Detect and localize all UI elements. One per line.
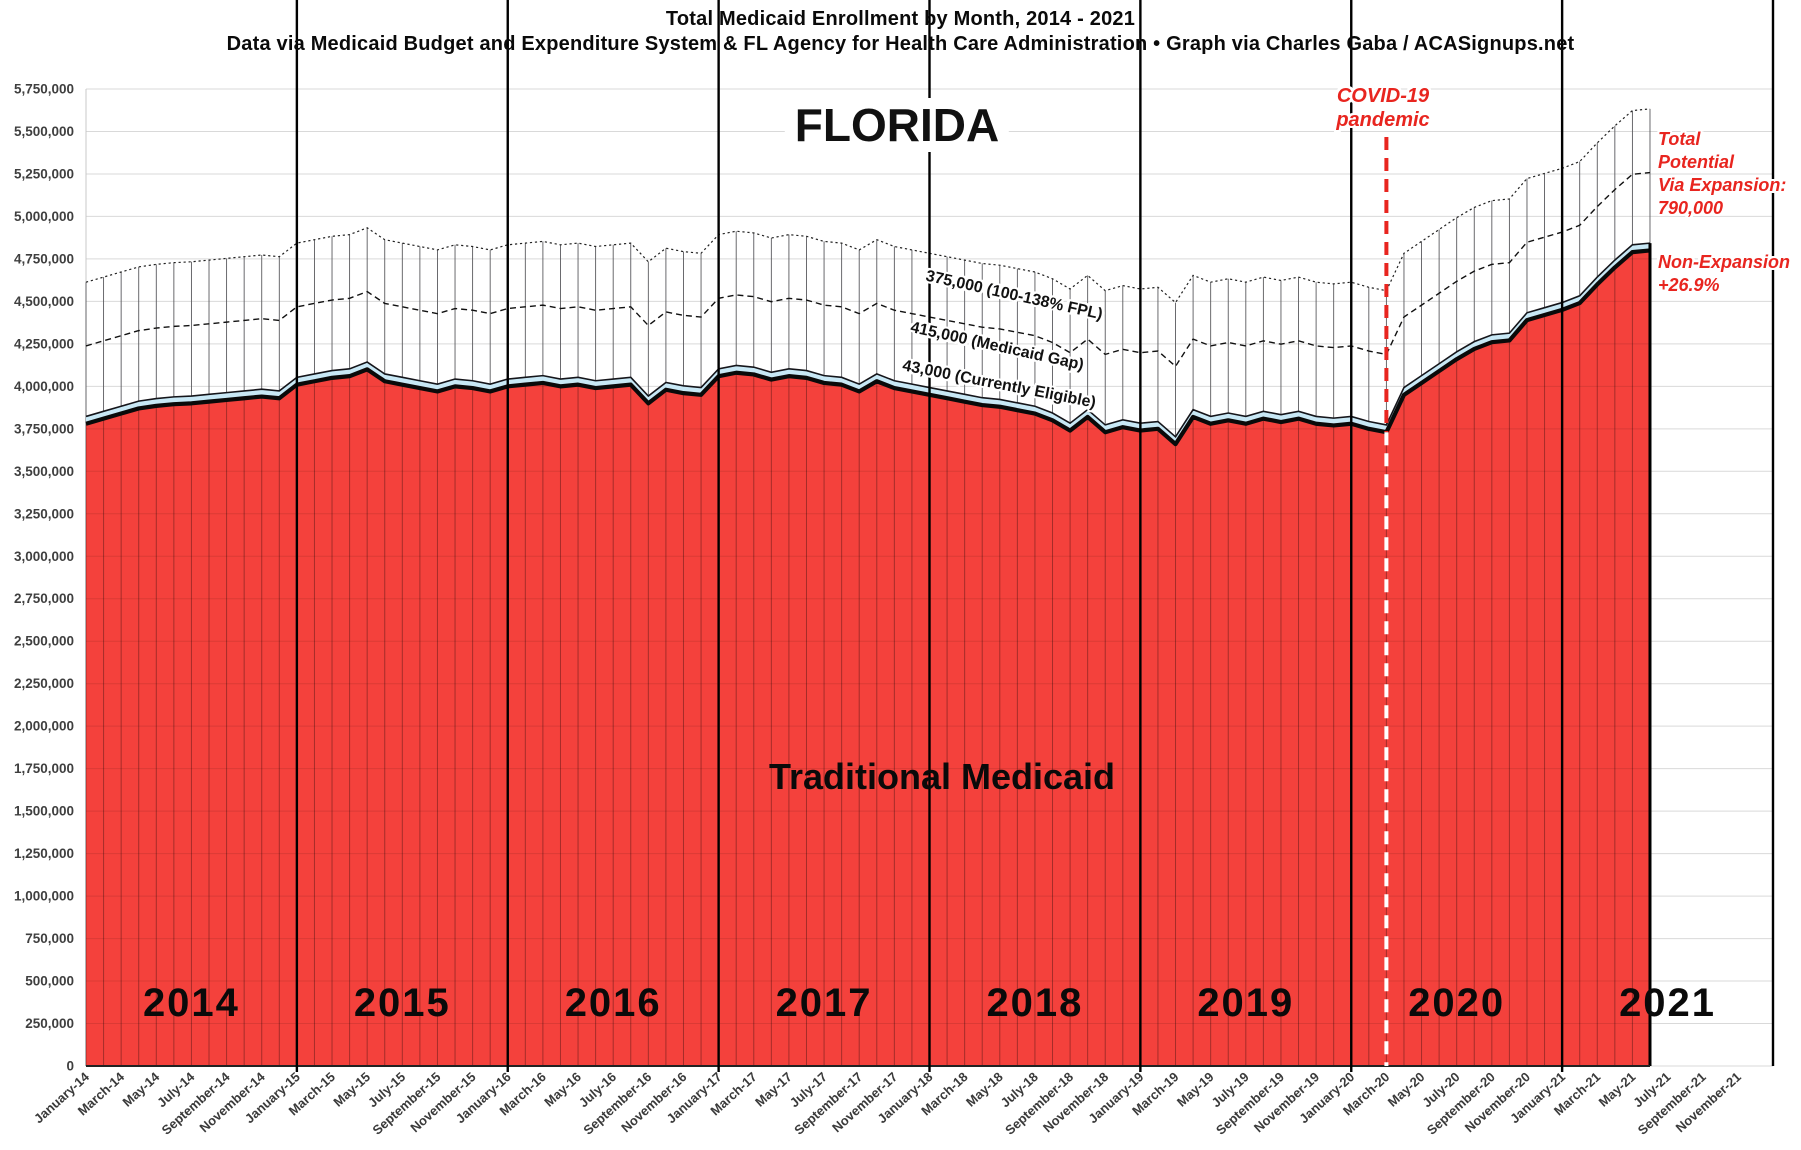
state-label: FLORIDA bbox=[784, 98, 1010, 152]
data-end-cap bbox=[86, 243, 1652, 1067]
traditional-medicaid-label: Traditional Medicaid bbox=[768, 756, 1116, 797]
expansion-potential-note: Total Potential Via Expansion: 790,000 bbox=[1658, 128, 1786, 220]
y-tick-label: 4,250,000 bbox=[14, 336, 74, 351]
y-tick-label: 500,000 bbox=[25, 974, 74, 989]
x-tick-label: May-17 bbox=[752, 1069, 795, 1110]
y-tick-label: 2,250,000 bbox=[14, 676, 74, 691]
year-label: 2020 bbox=[1408, 981, 1505, 1025]
potential-line3: Via Expansion: bbox=[1658, 175, 1787, 195]
y-tick-label: 4,000,000 bbox=[14, 379, 74, 394]
y-tick-label: 3,000,000 bbox=[14, 549, 74, 564]
x-tick-label: May-21 bbox=[1596, 1069, 1639, 1110]
x-axis-labels: January-14March-14May-14July-14September… bbox=[31, 1069, 1744, 1138]
y-tick-label: 4,750,000 bbox=[14, 251, 74, 266]
traditional-medicaid-top-line bbox=[85, 248, 1651, 447]
y-tick-label: 1,500,000 bbox=[14, 804, 74, 819]
covid-annotation: COVID-19 pandemic bbox=[1336, 84, 1429, 132]
fpl-boundary bbox=[85, 108, 1651, 304]
y-tick-label: 3,500,000 bbox=[14, 464, 74, 479]
x-tick-label: May-18 bbox=[963, 1069, 1006, 1110]
covid-line2: pandemic bbox=[1336, 109, 1430, 131]
red-top-line bbox=[85, 248, 1651, 447]
y-tick-label: 1,000,000 bbox=[14, 889, 74, 904]
gap-boundary bbox=[85, 171, 1651, 368]
year-label: 2017 bbox=[776, 981, 873, 1025]
y-tick-label: 4,500,000 bbox=[14, 294, 74, 309]
year-labels: 2014 2015 2016 2017 2018 2019 2020 2021 bbox=[143, 981, 1716, 1025]
year-label: 2019 bbox=[1197, 981, 1294, 1025]
potential-line4: 790,000 bbox=[1658, 198, 1724, 218]
eligible-band-top-edge bbox=[85, 242, 1651, 439]
y-tick-label: 3,750,000 bbox=[14, 421, 74, 436]
x-tick-label: May-15 bbox=[330, 1069, 373, 1110]
x-tick-label: May-16 bbox=[541, 1069, 584, 1110]
potential-line2: Potential bbox=[1658, 152, 1735, 172]
x-tick-label: May-20 bbox=[1385, 1069, 1428, 1110]
non-expansion-note: Non-Expansion +26.9% bbox=[1658, 251, 1790, 297]
year-label: 2014 bbox=[143, 981, 240, 1025]
x-tick-label: May-19 bbox=[1174, 1069, 1217, 1110]
y-tick-label: 1,250,000 bbox=[14, 846, 74, 861]
year-label: 2021 bbox=[1619, 981, 1716, 1025]
year-label: 2015 bbox=[354, 981, 451, 1025]
y-tick-label: 3,250,000 bbox=[14, 506, 74, 521]
fpl-boundary bbox=[85, 108, 1651, 304]
blue-band-edge bbox=[85, 242, 1651, 439]
chart-title: Total Medicaid Enrollment by Month, 2014… bbox=[665, 8, 1136, 30]
traditional-medicaid-area bbox=[86, 250, 1650, 1067]
non-expansion-line2: +26.9% bbox=[1658, 275, 1720, 295]
year-label: 2018 bbox=[986, 981, 1083, 1025]
chart-subtitle: Data via Medicaid Budget and Expenditure… bbox=[226, 33, 1575, 55]
medicaid-gap-boundary bbox=[85, 171, 1651, 368]
y-tick-label: 5,750,000 bbox=[14, 82, 74, 97]
year-label: 2016 bbox=[565, 981, 662, 1025]
y-tick-label: 0 bbox=[66, 1059, 74, 1074]
potential-line1: Total bbox=[1658, 129, 1701, 149]
x-tick-label: May-14 bbox=[120, 1069, 163, 1110]
y-tick-label: 1,750,000 bbox=[14, 761, 74, 776]
y-tick-label: 5,500,000 bbox=[14, 124, 74, 139]
y-tick-label: 2,500,000 bbox=[14, 634, 74, 649]
y-tick-label: 5,250,000 bbox=[14, 166, 74, 181]
y-axis-labels: 0 250,000 500,000 750,000 1,000,000 1,250,000… bbox=[14, 82, 74, 1074]
red-area bbox=[86, 250, 1650, 1067]
y-tick-label: 5,000,000 bbox=[14, 209, 74, 224]
y-tick-label: 750,000 bbox=[25, 931, 74, 946]
y-tick-label: 2,000,000 bbox=[14, 719, 74, 734]
year-separator-lines bbox=[295, 0, 1775, 1072]
non-expansion-line1: Non-Expansion bbox=[1658, 252, 1791, 272]
y-tick-label: 2,750,000 bbox=[14, 591, 74, 606]
y-tick-label: 250,000 bbox=[25, 1016, 74, 1031]
covid-line1: COVID-19 bbox=[1336, 85, 1430, 107]
